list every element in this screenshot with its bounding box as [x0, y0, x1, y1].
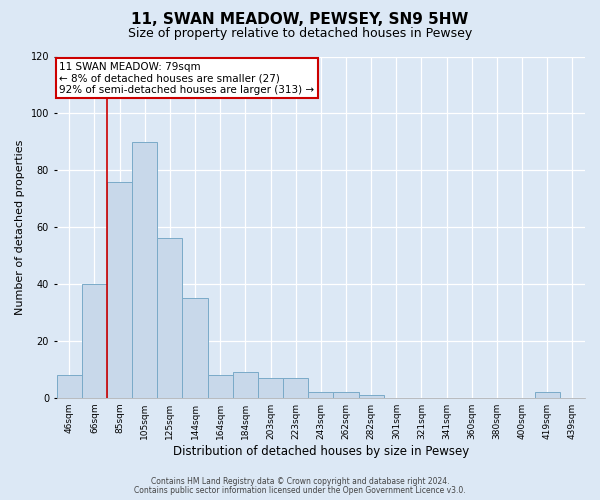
Bar: [283, 378, 308, 398]
Bar: [359, 395, 384, 398]
Bar: [107, 182, 132, 398]
Bar: [233, 372, 258, 398]
X-axis label: Distribution of detached houses by size in Pewsey: Distribution of detached houses by size …: [173, 444, 469, 458]
Bar: [132, 142, 157, 398]
Bar: [56, 375, 82, 398]
Bar: [334, 392, 359, 398]
Text: Contains HM Land Registry data © Crown copyright and database right 2024.: Contains HM Land Registry data © Crown c…: [151, 477, 449, 486]
Text: 11, SWAN MEADOW, PEWSEY, SN9 5HW: 11, SWAN MEADOW, PEWSEY, SN9 5HW: [131, 12, 469, 28]
Text: Size of property relative to detached houses in Pewsey: Size of property relative to detached ho…: [128, 28, 472, 40]
Bar: [535, 392, 560, 398]
Bar: [157, 238, 182, 398]
Bar: [208, 375, 233, 398]
Bar: [82, 284, 107, 398]
Text: Contains public sector information licensed under the Open Government Licence v3: Contains public sector information licen…: [134, 486, 466, 495]
Y-axis label: Number of detached properties: Number of detached properties: [15, 140, 25, 315]
Bar: [182, 298, 208, 398]
Bar: [308, 392, 334, 398]
Text: 11 SWAN MEADOW: 79sqm
← 8% of detached houses are smaller (27)
92% of semi-detac: 11 SWAN MEADOW: 79sqm ← 8% of detached h…: [59, 62, 314, 95]
Bar: [258, 378, 283, 398]
